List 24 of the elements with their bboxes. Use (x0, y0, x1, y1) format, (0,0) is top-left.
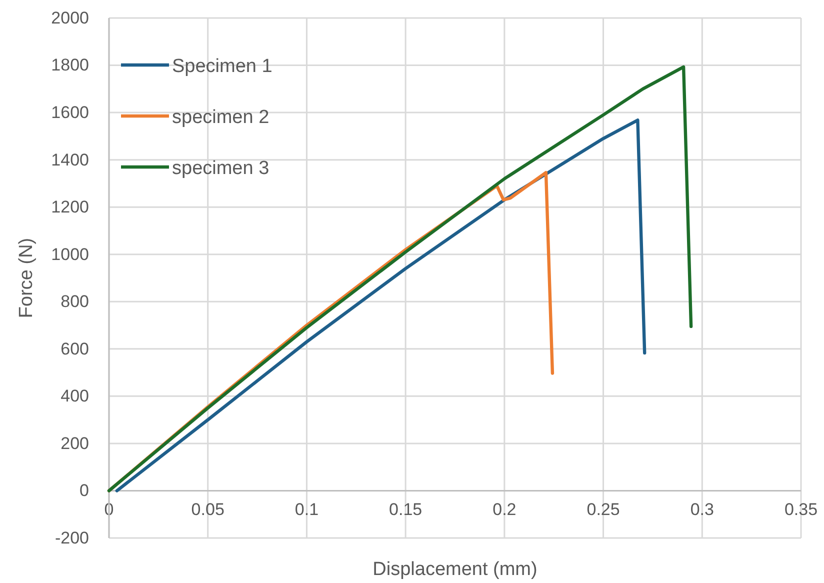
y-tick-label: 1800 (51, 56, 89, 75)
y-tick-label: 2000 (51, 8, 89, 28)
x-tick-label: 0.35 (784, 500, 818, 519)
x-tick-label: 0.3 (690, 500, 714, 519)
x-tick-label: 0.05 (191, 500, 224, 519)
x-axis-title: Displacement (mm) (372, 559, 538, 580)
x-tick-label: 0.25 (586, 500, 620, 519)
y-tick-label: 800 (60, 292, 89, 312)
y-axis-title: Force (N) (16, 238, 37, 318)
x-tick-label: 0.1 (294, 500, 319, 519)
y-tick-label: 1400 (51, 150, 89, 170)
legend-label: specimen 3 (172, 158, 270, 179)
y-tick-label: 600 (60, 339, 89, 358)
legend-label: Specimen 1 (172, 56, 272, 77)
legend-label: specimen 2 (172, 107, 270, 128)
x-tick-label: 0.2 (492, 500, 516, 519)
x-tick-label: 0.15 (389, 500, 422, 519)
y-tick-label: 0 (80, 481, 89, 500)
y-tick-label: 200 (60, 434, 89, 453)
y-tick-label: 1600 (51, 102, 89, 122)
y-tick-label: -200 (54, 528, 89, 548)
y-tick-label: 400 (60, 386, 89, 406)
y-tick-label: 1000 (51, 244, 89, 264)
y-tick-label: 1200 (51, 198, 89, 217)
